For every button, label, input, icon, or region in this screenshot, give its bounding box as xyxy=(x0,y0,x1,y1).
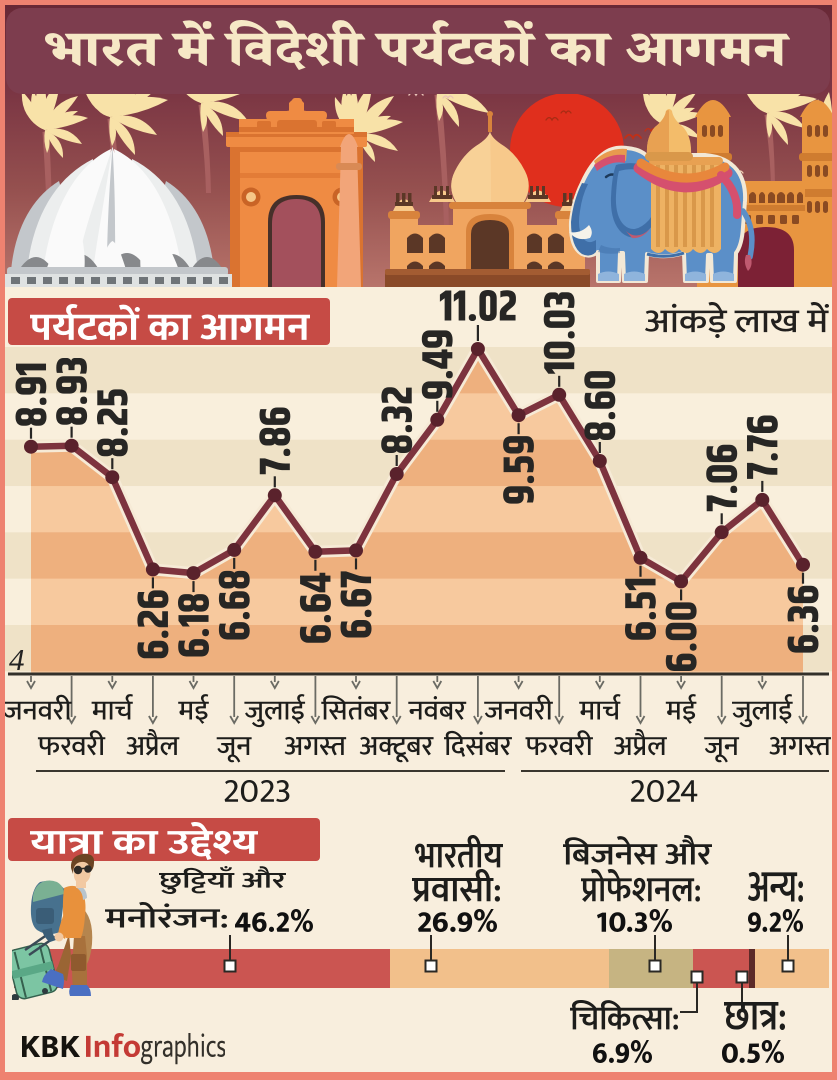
svg-text:4: 4 xyxy=(9,642,25,677)
